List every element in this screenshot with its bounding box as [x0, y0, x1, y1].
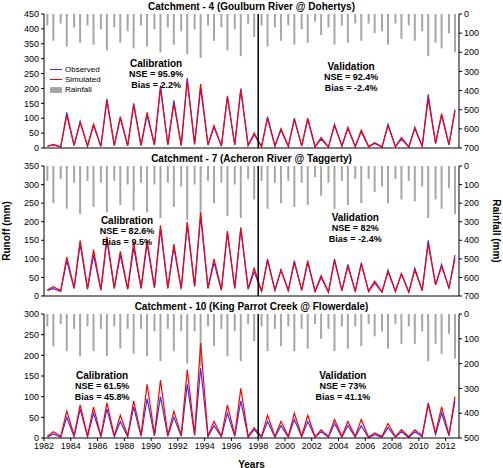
html-text:Simulated: Simulated	[65, 74, 101, 84]
html-text:NSE = 92.4%: NSE = 92.4%	[324, 71, 379, 82]
svg-text:2002: 2002	[302, 441, 322, 451]
svg-text:200: 200	[24, 351, 39, 361]
svg-text:50: 50	[29, 128, 39, 138]
svg-text:600: 600	[464, 124, 479, 134]
svg-text:2006: 2006	[355, 441, 375, 451]
svg-text:1992: 1992	[168, 441, 188, 451]
svg-text:1994: 1994	[195, 441, 215, 451]
html-text:NSE = 82.6%: NSE = 82.6%	[99, 226, 155, 237]
html-text:Calibration: Calibration	[100, 215, 154, 227]
svg-text:200: 200	[464, 47, 479, 57]
svg-text:50: 50	[29, 273, 39, 283]
svg-text:300: 300	[24, 309, 39, 319]
svg-text:400: 400	[24, 24, 39, 34]
svg-text:300: 300	[464, 217, 479, 227]
svg-text:0: 0	[34, 291, 39, 300]
svg-text:500: 500	[464, 254, 479, 264]
svg-text:200: 200	[24, 217, 39, 227]
html-text:Rainfall: Rainfall	[65, 84, 92, 94]
svg-text:150: 150	[24, 371, 39, 381]
html-text:NSE = 73%: NSE = 73%	[319, 380, 367, 391]
svg-text:2004: 2004	[329, 441, 349, 451]
svg-text:500: 500	[464, 105, 479, 115]
svg-text:1988: 1988	[114, 441, 134, 451]
svg-text:300: 300	[24, 54, 39, 64]
svg-text:150: 150	[24, 99, 39, 109]
html-text:Bias = 2.2%: Bias = 2.2%	[131, 80, 181, 91]
svg-text:1996: 1996	[221, 441, 241, 451]
html-text:Bias = -2.4%: Bias = -2.4%	[324, 82, 378, 93]
html-text:Calibration: Calibration	[76, 369, 129, 381]
svg-text:300: 300	[24, 180, 39, 190]
html-text:Calibration: Calibration	[129, 58, 183, 70]
svg-text:1998: 1998	[248, 441, 268, 451]
svg-text:2008: 2008	[382, 441, 402, 451]
svg-text:250: 250	[24, 330, 39, 340]
svg-text:0: 0	[464, 161, 469, 171]
html-text:Bias = -2.4%: Bias = -2.4%	[328, 233, 382, 244]
svg-text:150: 150	[24, 235, 39, 245]
svg-text:400: 400	[464, 235, 479, 245]
svg-text:100: 100	[24, 113, 39, 123]
svg-text:700: 700	[464, 291, 479, 300]
svg-text:100: 100	[464, 334, 479, 344]
svg-text:50: 50	[29, 413, 39, 423]
svg-text:600: 600	[464, 273, 479, 283]
svg-text:2010: 2010	[409, 441, 429, 451]
svg-text:400: 400	[464, 408, 479, 418]
svg-text:500: 500	[464, 433, 479, 443]
html-text:Bias = 9.5%: Bias = 9.5%	[102, 237, 152, 248]
svg-text:1986: 1986	[88, 441, 108, 451]
svg-text:100: 100	[24, 392, 39, 402]
svg-text:300: 300	[464, 67, 479, 77]
html-text:NSE = 95.9%: NSE = 95.9%	[128, 69, 184, 80]
svg-text:450: 450	[24, 9, 39, 19]
svg-text:0: 0	[34, 433, 39, 443]
svg-text:300: 300	[464, 384, 479, 394]
svg-text:2000: 2000	[275, 441, 295, 451]
html-text:Catchment - 10 (King Parrot Cr: Catchment - 10 (King Parrot Creek @ Flow…	[134, 301, 369, 312]
html-text:Observed: Observed	[65, 64, 100, 74]
svg-text:200: 200	[24, 84, 39, 94]
html-text:Catchment - 4 (Goulburn River: Catchment - 4 (Goulburn River @ Dohertys…	[148, 1, 355, 12]
svg-text:100: 100	[464, 28, 479, 38]
svg-text:2012: 2012	[436, 441, 456, 451]
svg-text:250: 250	[24, 69, 39, 79]
svg-text:0: 0	[464, 9, 469, 19]
svg-text:100: 100	[464, 180, 479, 190]
html-text:NSE = 61.5%: NSE = 61.5%	[75, 380, 130, 391]
svg-text:200: 200	[464, 198, 479, 208]
svg-text:1990: 1990	[141, 441, 161, 451]
svg-text:1984: 1984	[61, 441, 81, 451]
svg-text:0: 0	[34, 143, 39, 152]
svg-text:250: 250	[24, 198, 39, 208]
html-text:Validation: Validation	[327, 60, 375, 72]
svg-text:1982: 1982	[34, 441, 54, 452]
svg-text:400: 400	[464, 86, 479, 96]
html-text:Validation: Validation	[331, 211, 379, 223]
svg-text:Rainfall (mm): Rainfall (mm)	[491, 199, 495, 262]
html-text:Bias = 41.1%: Bias = 41.1%	[315, 391, 371, 402]
svg-text:0: 0	[464, 309, 469, 319]
html-text:Catchment - 7 (Acheron River @: Catchment - 7 (Acheron River @ Taggerty)	[151, 153, 352, 164]
svg-text:350: 350	[24, 161, 39, 171]
html-text:Bias = 45.8%: Bias = 45.8%	[74, 391, 130, 402]
svg-text:Runoff (mm): Runoff (mm)	[8, 201, 12, 260]
svg-text:200: 200	[464, 359, 479, 369]
svg-text:100: 100	[24, 254, 39, 264]
html-text:NSE = 82%: NSE = 82%	[331, 222, 379, 233]
svg-text:700: 700	[464, 143, 479, 152]
html-text:Validation: Validation	[319, 369, 367, 381]
svg-text:Years: Years	[238, 459, 265, 468]
svg-text:350: 350	[24, 39, 39, 49]
